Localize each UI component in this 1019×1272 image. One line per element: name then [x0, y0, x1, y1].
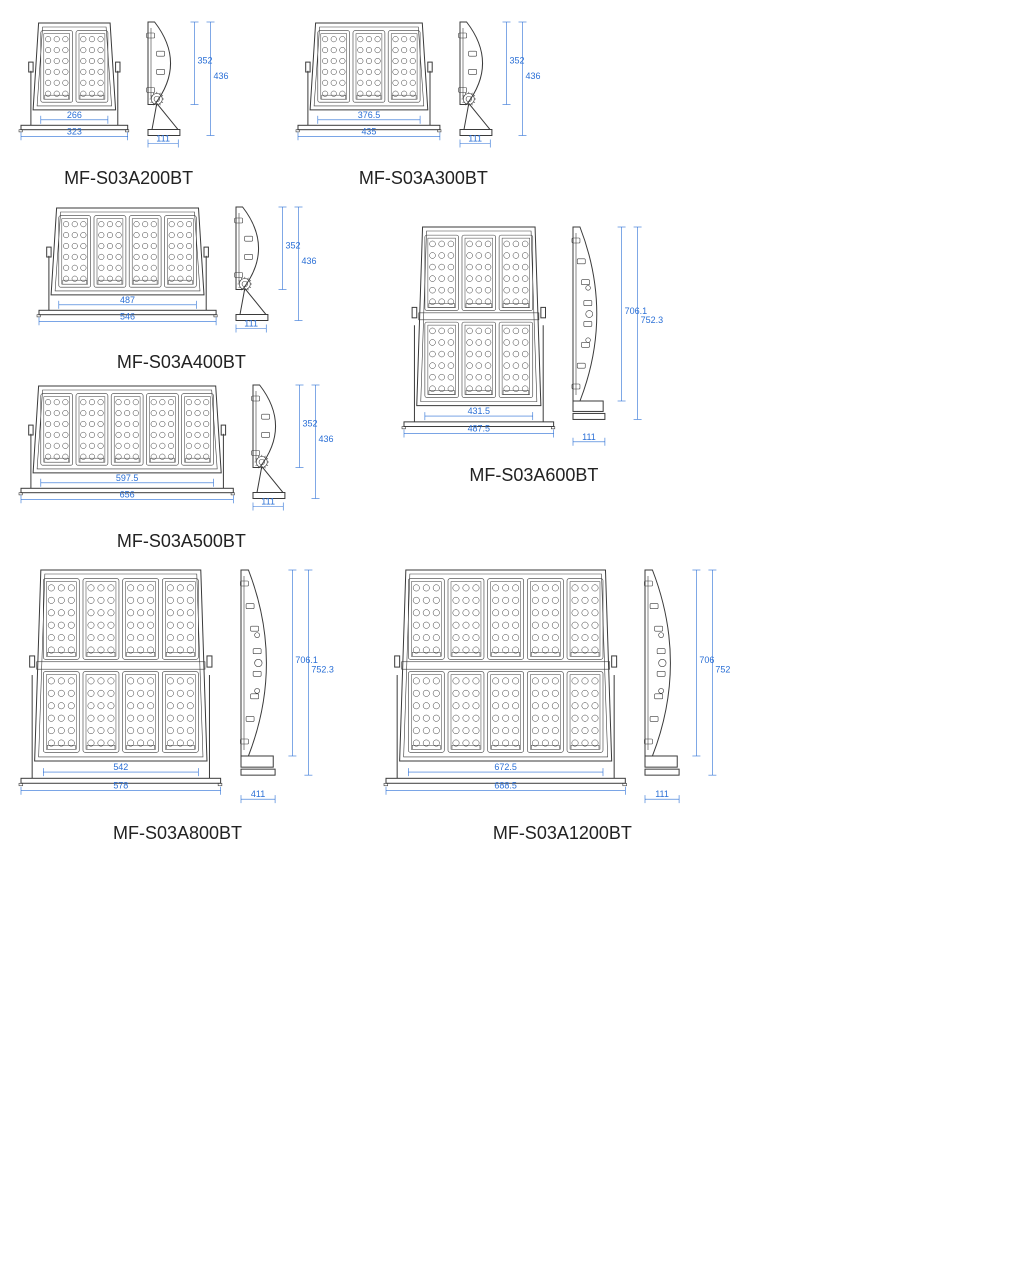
svg-text:542: 542: [113, 762, 128, 772]
product-unit: 487546352436111MF-S03A400BT: [16, 201, 347, 374]
product-unit: 672.5688.5706752111MF-S03A1200BT: [381, 564, 744, 844]
svg-text:111: 111: [583, 431, 597, 441]
model-label: MF-S03A300BT: [359, 168, 488, 189]
diagram-canvas: 266323352436111MF-S03A200BT376.543535243…: [10, 10, 1009, 850]
side-view: 352436111: [455, 16, 554, 162]
svg-text:435: 435: [362, 126, 377, 136]
svg-text:578: 578: [113, 780, 128, 790]
model-label: MF-S03A400BT: [117, 352, 246, 373]
front-view: 672.5 688.5: [381, 564, 630, 817]
front-view: 542 578: [16, 564, 226, 817]
svg-text:688.5: 688.5: [494, 780, 516, 790]
svg-text:752.3: 752.3: [641, 315, 663, 325]
svg-text:436: 436: [301, 255, 316, 265]
svg-text:323: 323: [67, 126, 82, 136]
side-view: 352436111: [231, 201, 330, 347]
model-label: MF-S03A1200BT: [493, 823, 632, 844]
svg-text:431.5: 431.5: [467, 406, 489, 416]
side-view: 706752111: [640, 564, 743, 817]
svg-text:597.5: 597.5: [116, 473, 138, 483]
side-view: 706.1752.3111: [568, 221, 669, 460]
svg-text:111: 111: [262, 497, 276, 507]
svg-text:672.5: 672.5: [494, 762, 516, 772]
model-label: MF-S03A800BT: [113, 823, 242, 844]
front-view: 266 323: [16, 17, 133, 161]
svg-text:436: 436: [213, 71, 228, 81]
front-view: 376.5 435: [293, 17, 445, 161]
side-view: 706.1752.3 411: [236, 564, 339, 817]
svg-text:266: 266: [67, 110, 82, 120]
product-unit: 431.5487.5706.1752.3111MF-S03A600BT: [399, 221, 669, 487]
svg-text:436: 436: [526, 71, 541, 81]
svg-text:111: 111: [156, 134, 170, 144]
svg-text:436: 436: [319, 434, 334, 444]
views-row: 672.5688.5706752111: [381, 564, 744, 817]
svg-text:487.5: 487.5: [467, 424, 489, 434]
svg-text:546: 546: [120, 311, 135, 321]
model-label: MF-S03A500BT: [117, 531, 246, 552]
product-unit: 542 578 706.1752.3 411 MF-S03A800BT: [16, 564, 339, 844]
svg-text:111: 111: [244, 318, 258, 328]
views-row: 431.5487.5706.1752.3111: [399, 221, 669, 460]
side-view: 352436111: [248, 379, 347, 525]
front-view: 487 546: [34, 202, 221, 346]
svg-text:376.5: 376.5: [358, 110, 380, 120]
svg-text:752.3: 752.3: [311, 664, 333, 674]
views-row: 597.5656352436111: [16, 379, 347, 525]
side-view: 352436111: [143, 16, 242, 162]
views-row: 487546352436111: [34, 201, 330, 347]
svg-text:111: 111: [656, 789, 670, 799]
svg-text:411: 411: [251, 789, 265, 799]
svg-text:656: 656: [120, 490, 135, 500]
svg-text:706.1: 706.1: [295, 654, 317, 664]
views-row: 542 578 706.1752.3 411: [16, 564, 339, 817]
front-view: 431.5 487.5: [399, 221, 559, 459]
product-unit: 597.5656352436111MF-S03A500BT: [16, 379, 347, 552]
front-view: 597.5 656: [16, 380, 238, 524]
svg-text:752: 752: [716, 664, 731, 674]
product-unit: 376.5435352436111MF-S03A300BT: [293, 16, 553, 189]
model-label: MF-S03A200BT: [64, 168, 193, 189]
model-label: MF-S03A600BT: [469, 465, 598, 486]
product-unit: 266323352436111MF-S03A200BT: [16, 16, 241, 189]
svg-text:111: 111: [468, 134, 482, 144]
views-row: 376.5435352436111: [293, 16, 553, 162]
svg-text:487: 487: [120, 295, 135, 305]
views-row: 266323352436111: [16, 16, 241, 162]
